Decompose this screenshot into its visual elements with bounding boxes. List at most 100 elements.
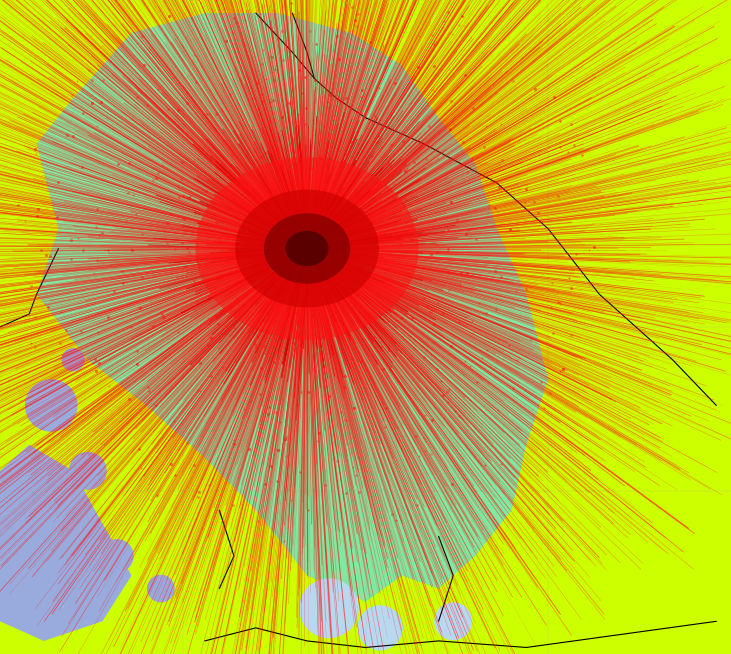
Point [136, 272, 148, 283]
Point [431, 364, 443, 375]
Point [311, 176, 323, 186]
Point [257, 95, 269, 106]
Point [458, 21, 470, 31]
Polygon shape [0, 445, 132, 641]
Point [384, 289, 395, 300]
Point [364, 37, 376, 47]
Point [398, 198, 409, 209]
Point [445, 341, 457, 351]
Point [443, 243, 455, 254]
Point [296, 88, 308, 98]
Point [314, 194, 325, 205]
Point [268, 356, 280, 367]
Point [137, 228, 148, 239]
Point [264, 245, 276, 255]
Point [125, 321, 137, 332]
Point [442, 224, 453, 235]
Point [192, 492, 203, 502]
Point [423, 121, 435, 131]
Point [325, 214, 337, 224]
Point [420, 445, 431, 456]
Point [219, 249, 231, 259]
Point [482, 207, 494, 218]
Point [260, 252, 271, 263]
Point [567, 316, 579, 326]
Point [511, 354, 523, 365]
Point [380, 403, 392, 413]
Point [510, 286, 522, 296]
Point [331, 456, 343, 466]
Point [496, 154, 508, 165]
Point [95, 97, 107, 107]
Point [210, 109, 221, 119]
Point [496, 458, 507, 469]
Point [268, 184, 279, 194]
Point [124, 158, 135, 168]
Point [228, 240, 240, 250]
Point [276, 357, 288, 368]
Point [287, 290, 299, 301]
Point [249, 339, 261, 349]
Point [251, 201, 262, 211]
Point [224, 312, 235, 322]
Point [229, 13, 240, 24]
Point [335, 273, 346, 283]
Point [401, 195, 412, 205]
Circle shape [300, 579, 358, 638]
Point [356, 286, 368, 296]
Point [141, 267, 153, 278]
Point [257, 270, 269, 281]
Point [50, 213, 62, 223]
Ellipse shape [264, 213, 350, 284]
Point [267, 178, 279, 188]
Point [251, 320, 263, 331]
Point [60, 325, 72, 336]
Point [321, 139, 333, 150]
Circle shape [358, 606, 402, 650]
Point [25, 281, 37, 291]
Point [308, 115, 319, 126]
Point [178, 191, 189, 201]
Point [565, 118, 577, 129]
Point [193, 487, 205, 497]
Point [448, 118, 460, 129]
Point [29, 341, 40, 352]
Point [130, 209, 142, 219]
Point [220, 35, 232, 46]
Point [360, 241, 372, 251]
Point [382, 122, 394, 132]
Point [442, 7, 454, 17]
Point [229, 435, 240, 445]
Point [280, 355, 292, 366]
Point [322, 102, 334, 112]
Point [308, 328, 320, 338]
Point [456, 11, 468, 22]
Point [304, 26, 316, 36]
Point [382, 165, 394, 176]
Point [444, 124, 456, 134]
Point [258, 341, 270, 351]
Point [565, 283, 577, 293]
Point [176, 237, 188, 248]
Point [252, 339, 264, 350]
Point [77, 107, 89, 118]
Point [317, 180, 329, 190]
Circle shape [22, 501, 66, 545]
Point [272, 182, 284, 192]
Point [405, 222, 417, 233]
Point [229, 322, 240, 333]
Point [320, 278, 332, 288]
Point [181, 98, 192, 109]
Point [311, 184, 323, 195]
Point [165, 459, 177, 470]
Point [257, 275, 268, 285]
Point [267, 52, 279, 62]
Point [547, 277, 558, 288]
Point [268, 224, 279, 234]
Point [495, 119, 507, 129]
Point [530, 84, 542, 94]
Point [325, 294, 336, 305]
Point [262, 409, 274, 419]
Point [122, 188, 134, 198]
Circle shape [148, 576, 174, 602]
